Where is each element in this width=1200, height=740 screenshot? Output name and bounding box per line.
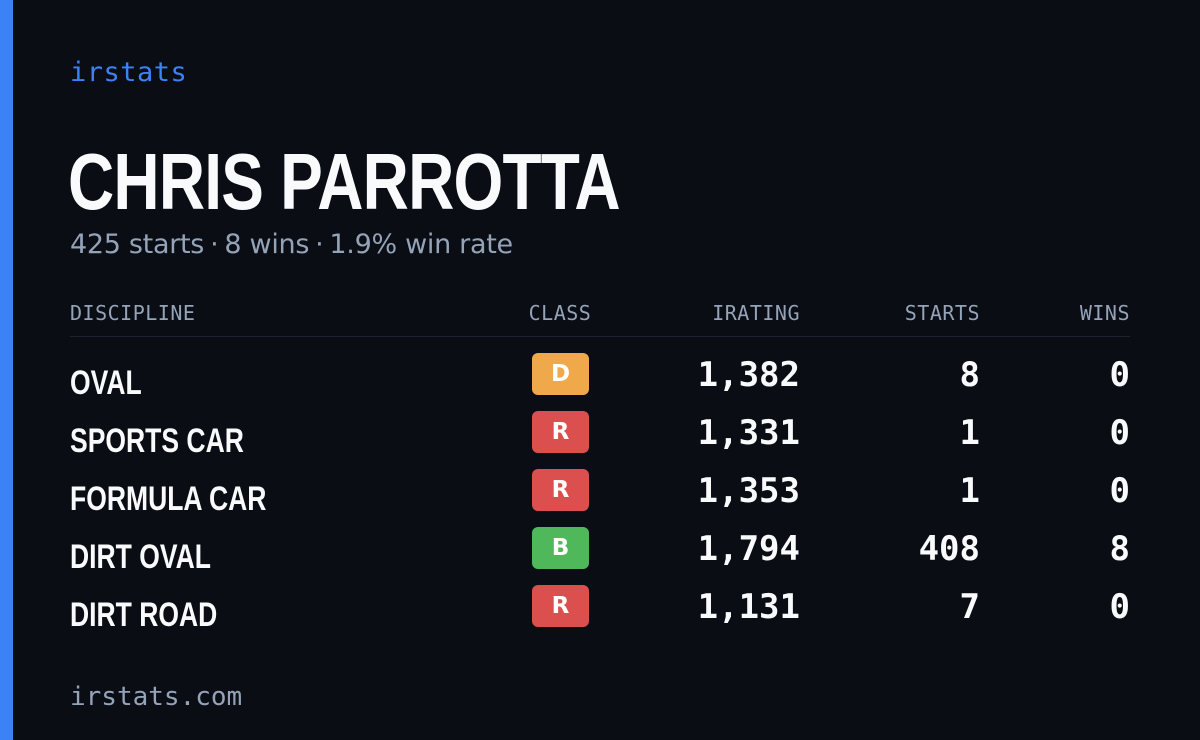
discipline-name: DIRT OVAL	[70, 538, 211, 576]
irating-value: 1,331	[697, 413, 800, 453]
irating-value: 1,353	[697, 471, 800, 511]
class-badge: R	[532, 585, 589, 627]
driver-name: CHRIS PARROTTA	[68, 137, 621, 226]
header-discipline: DISCIPLINE	[70, 301, 196, 325]
header-irating: IRATING	[712, 301, 800, 325]
discipline-name: DIRT ROAD	[70, 596, 218, 634]
wins-summary: 8 wins	[224, 229, 310, 260]
starts-value: 7	[959, 587, 980, 627]
discipline-table: DISCIPLINE CLASS IRATING STARTS WINS OVA…	[70, 296, 1130, 643]
table-row: SPORTS CAR R 1,331 1 0	[70, 411, 1130, 469]
starts-value: 1	[959, 413, 980, 453]
discipline-name: FORMULA CAR	[70, 480, 267, 518]
discipline-name: SPORTS CAR	[70, 422, 244, 460]
class-badge: R	[532, 469, 589, 511]
irating-value: 1,131	[697, 587, 800, 627]
driver-summary: 425 starts · 8 wins · 1.9% win rate	[70, 228, 513, 262]
wins-value: 0	[1109, 355, 1130, 395]
wins-value: 8	[1109, 529, 1130, 569]
summary-separator: ·	[315, 229, 324, 260]
class-badge: R	[532, 411, 589, 453]
table-row: FORMULA CAR R 1,353 1 0	[70, 469, 1130, 527]
starts-value: 1	[959, 471, 980, 511]
header-starts: STARTS	[904, 301, 980, 325]
table-header: DISCIPLINE CLASS IRATING STARTS WINS	[70, 296, 1130, 337]
brand-logo-text: irstats	[70, 57, 188, 88]
table-row: OVAL D 1,382 8 0	[70, 353, 1130, 411]
table-row: DIRT OVAL B 1,794 408 8	[70, 527, 1130, 585]
starts-value: 8	[959, 355, 980, 395]
class-badge: B	[532, 527, 589, 569]
starts-summary: 425 starts	[70, 229, 205, 260]
header-wins: WINS	[1079, 301, 1130, 325]
win-rate-summary: 1.9% win rate	[329, 229, 513, 260]
header-class: CLASS	[528, 301, 592, 325]
irating-value: 1,382	[697, 355, 800, 395]
discipline-name: OVAL	[70, 364, 142, 402]
table-row: DIRT ROAD R 1,131 7 0	[70, 585, 1130, 643]
summary-separator: ·	[210, 229, 219, 260]
irating-value: 1,794	[697, 529, 800, 569]
class-badge: D	[532, 353, 589, 395]
wins-value: 0	[1109, 587, 1130, 627]
starts-value: 408	[918, 529, 980, 569]
table-body: OVAL D 1,382 8 0 SPORTS CAR R 1,331 1 0 …	[70, 337, 1130, 643]
wins-value: 0	[1109, 471, 1130, 511]
accent-bar	[0, 0, 13, 740]
wins-value: 0	[1109, 413, 1130, 453]
footer-url: irstats.com	[70, 682, 243, 712]
